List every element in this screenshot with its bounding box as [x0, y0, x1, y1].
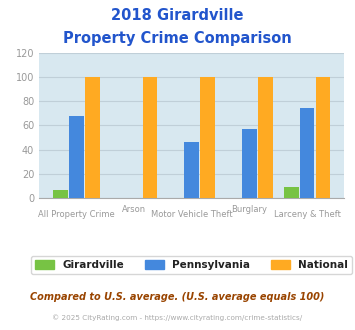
Bar — [143, 77, 157, 198]
Bar — [300, 109, 315, 198]
Bar — [69, 116, 84, 198]
Text: Property Crime Comparison: Property Crime Comparison — [63, 31, 292, 46]
Text: Larceny & Theft: Larceny & Theft — [274, 210, 340, 219]
Bar — [258, 77, 273, 198]
Text: Motor Vehicle Theft: Motor Vehicle Theft — [151, 210, 233, 219]
Text: Burglary: Burglary — [231, 205, 267, 214]
Text: All Property Crime: All Property Crime — [38, 210, 115, 219]
Bar — [53, 189, 68, 198]
Text: 2018 Girardville: 2018 Girardville — [111, 8, 244, 23]
Text: Compared to U.S. average. (U.S. average equals 100): Compared to U.S. average. (U.S. average … — [30, 292, 325, 302]
Bar — [316, 77, 331, 198]
Bar — [184, 142, 199, 198]
Bar — [242, 129, 257, 198]
Legend: Girardville, Pennsylvania, National: Girardville, Pennsylvania, National — [31, 255, 352, 274]
Bar — [85, 77, 100, 198]
Bar — [200, 77, 215, 198]
Bar — [284, 187, 299, 198]
Text: © 2025 CityRating.com - https://www.cityrating.com/crime-statistics/: © 2025 CityRating.com - https://www.city… — [53, 314, 302, 321]
Text: Arson: Arson — [122, 205, 146, 214]
